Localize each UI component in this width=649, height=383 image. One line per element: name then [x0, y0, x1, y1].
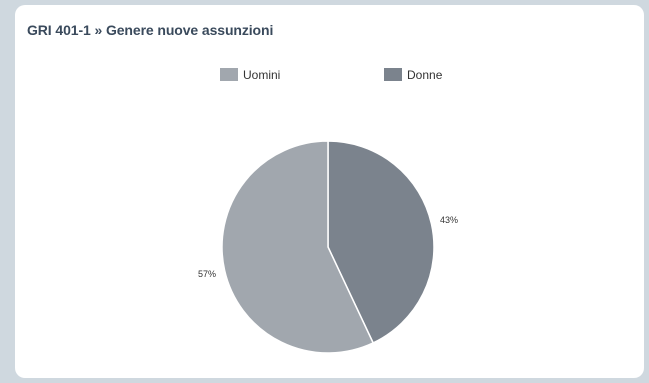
legend-item-uomini[interactable]: Uomini: [220, 68, 280, 82]
legend-item-donne[interactable]: Donne: [384, 68, 443, 82]
pie-slice-donne[interactable]: [327, 140, 435, 344]
chart-title: GRI 401-1 » Genere nuove assunzioni: [27, 22, 274, 38]
legend-label: Uomini: [243, 68, 280, 82]
pie-slice-uomini[interactable]: [221, 140, 375, 354]
slice-label-uomini: 57%: [198, 269, 216, 279]
legend-swatch: [220, 68, 238, 81]
legend-label: Donne: [407, 68, 443, 82]
slice-label-donne: 43%: [440, 215, 458, 225]
legend-swatch: [384, 68, 402, 81]
